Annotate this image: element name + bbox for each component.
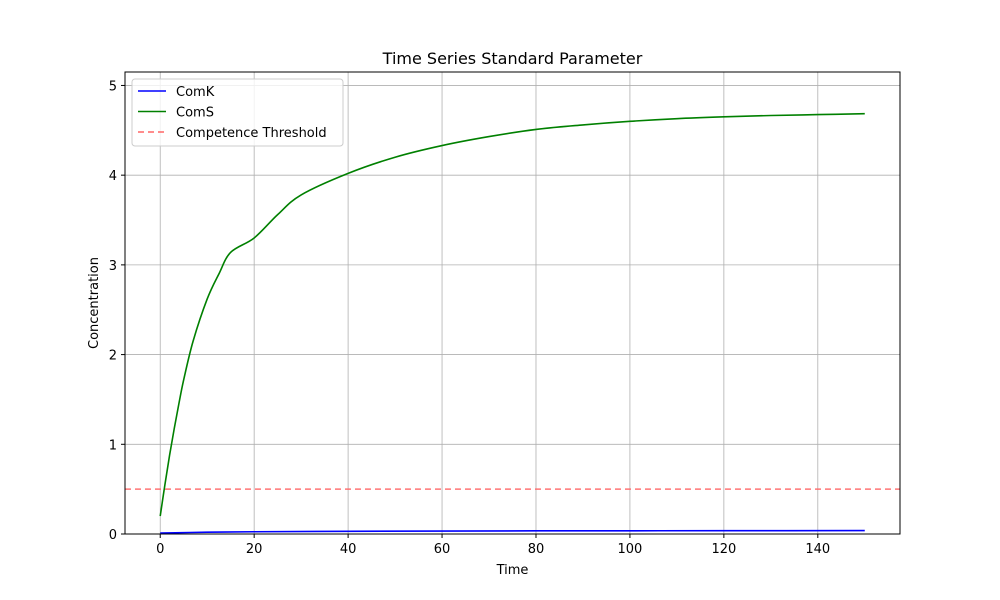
series-line-comk (160, 529, 865, 534)
x-tick-label: 100 (618, 542, 643, 557)
legend-label: ComK (176, 85, 215, 100)
y-axis-label: Concentration (87, 257, 102, 349)
plot-lines (125, 112, 900, 534)
plot-frame (124, 71, 901, 535)
chart-title: Time Series Standard Parameter (382, 49, 643, 68)
y-tick-label: 2 (109, 349, 117, 364)
y-tick-label: 1 (109, 438, 117, 453)
x-tick-label: 0 (156, 542, 164, 557)
legend-label: ComS (176, 106, 214, 121)
x-tick-label: 60 (434, 542, 451, 557)
x-tick-label: 140 (805, 542, 830, 557)
series-line-coms (159, 112, 865, 517)
axis-ticks: 0 20 40 60 80 100 120 140 0 1 2 3 4 5 (109, 79, 830, 557)
y-tick-label: 4 (109, 169, 117, 184)
x-tick-label: 40 (340, 542, 357, 557)
legend: ComK ComS Competence Threshold (131, 78, 344, 147)
legend-box (131, 78, 344, 147)
legend-label: Competence Threshold (176, 126, 327, 141)
x-axis-label: Time (496, 563, 529, 578)
x-tick-label: 120 (711, 542, 736, 557)
y-tick-label: 0 (109, 528, 117, 543)
y-tick-label: 5 (109, 79, 117, 94)
y-tick-label: 3 (109, 259, 117, 274)
x-tick-label: 20 (246, 542, 263, 557)
x-tick-label: 80 (528, 542, 545, 557)
